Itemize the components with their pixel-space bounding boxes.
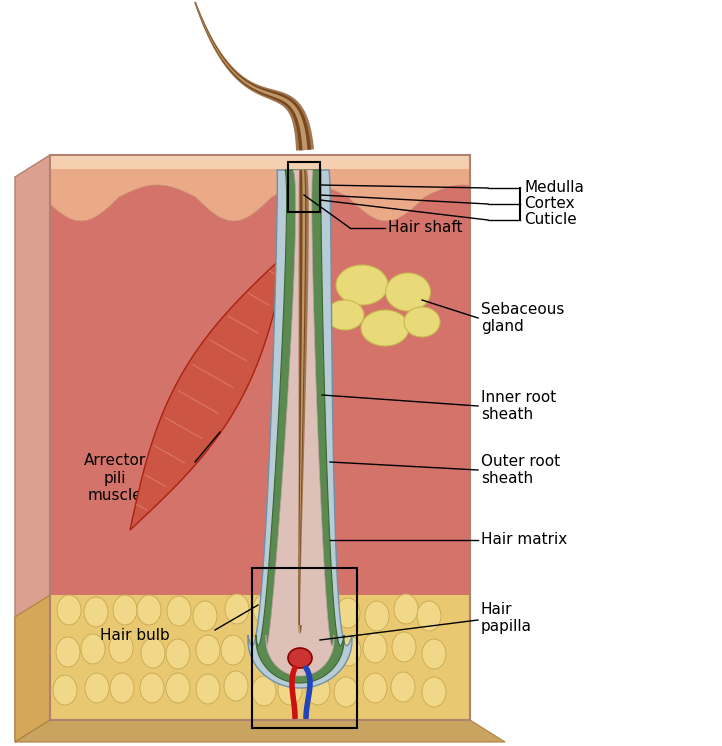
Ellipse shape <box>288 648 312 668</box>
Text: Inner root
sheath: Inner root sheath <box>481 390 556 422</box>
Ellipse shape <box>109 633 133 663</box>
Ellipse shape <box>225 594 249 624</box>
Ellipse shape <box>249 633 273 663</box>
Ellipse shape <box>394 594 418 624</box>
Ellipse shape <box>85 673 109 703</box>
Ellipse shape <box>334 677 358 707</box>
Polygon shape <box>266 170 334 676</box>
Ellipse shape <box>193 601 217 631</box>
Ellipse shape <box>363 633 387 663</box>
Polygon shape <box>298 170 305 634</box>
Ellipse shape <box>224 671 248 701</box>
Ellipse shape <box>277 632 301 662</box>
Polygon shape <box>298 170 306 634</box>
Ellipse shape <box>166 639 190 669</box>
Ellipse shape <box>81 634 105 664</box>
Ellipse shape <box>84 597 108 627</box>
Ellipse shape <box>422 639 446 669</box>
Ellipse shape <box>53 675 77 705</box>
Ellipse shape <box>386 273 430 311</box>
Ellipse shape <box>196 635 220 665</box>
Polygon shape <box>195 2 308 150</box>
Ellipse shape <box>337 636 361 666</box>
Ellipse shape <box>404 307 440 337</box>
Polygon shape <box>194 1 314 151</box>
Ellipse shape <box>336 265 388 305</box>
Ellipse shape <box>140 673 164 703</box>
Polygon shape <box>256 170 344 683</box>
Ellipse shape <box>56 637 80 667</box>
Text: Cuticle: Cuticle <box>524 213 577 228</box>
Ellipse shape <box>365 601 389 631</box>
Ellipse shape <box>422 677 446 707</box>
Text: Cortex: Cortex <box>524 196 575 212</box>
Polygon shape <box>50 595 470 720</box>
Text: Medulla: Medulla <box>524 181 584 195</box>
Text: Hair bulb: Hair bulb <box>100 627 170 642</box>
Ellipse shape <box>113 595 137 625</box>
Polygon shape <box>130 252 288 530</box>
Polygon shape <box>194 1 311 151</box>
Ellipse shape <box>307 600 331 630</box>
Text: Arrector
pili
muscle: Arrector pili muscle <box>84 453 146 503</box>
Ellipse shape <box>141 638 165 668</box>
Ellipse shape <box>391 672 415 702</box>
Bar <box>252 568 357 728</box>
Ellipse shape <box>363 673 387 703</box>
Text: Hair
papilla: Hair papilla <box>481 602 532 634</box>
Ellipse shape <box>166 673 190 703</box>
Ellipse shape <box>167 596 191 626</box>
Ellipse shape <box>392 632 416 662</box>
Ellipse shape <box>253 594 277 624</box>
Text: Sebaceous
gland: Sebaceous gland <box>481 302 565 334</box>
Ellipse shape <box>280 601 304 631</box>
Polygon shape <box>50 155 470 221</box>
Polygon shape <box>50 155 470 595</box>
Polygon shape <box>248 170 352 688</box>
Ellipse shape <box>137 595 161 625</box>
Ellipse shape <box>336 598 360 628</box>
Polygon shape <box>298 170 309 634</box>
Ellipse shape <box>310 636 334 666</box>
Bar <box>288 162 320 212</box>
Polygon shape <box>50 155 470 169</box>
Ellipse shape <box>326 300 364 330</box>
Ellipse shape <box>196 674 220 704</box>
Polygon shape <box>15 595 50 742</box>
Polygon shape <box>15 155 50 742</box>
Ellipse shape <box>221 635 245 665</box>
Text: Hair shaft: Hair shaft <box>388 221 463 236</box>
Ellipse shape <box>278 675 302 705</box>
Ellipse shape <box>306 675 330 705</box>
Ellipse shape <box>57 595 81 625</box>
Ellipse shape <box>252 676 276 706</box>
Text: Outer root
sheath: Outer root sheath <box>481 454 560 486</box>
Ellipse shape <box>417 601 441 631</box>
Ellipse shape <box>361 310 409 346</box>
Ellipse shape <box>110 673 134 703</box>
Polygon shape <box>15 720 505 742</box>
Text: Hair matrix: Hair matrix <box>481 533 567 548</box>
